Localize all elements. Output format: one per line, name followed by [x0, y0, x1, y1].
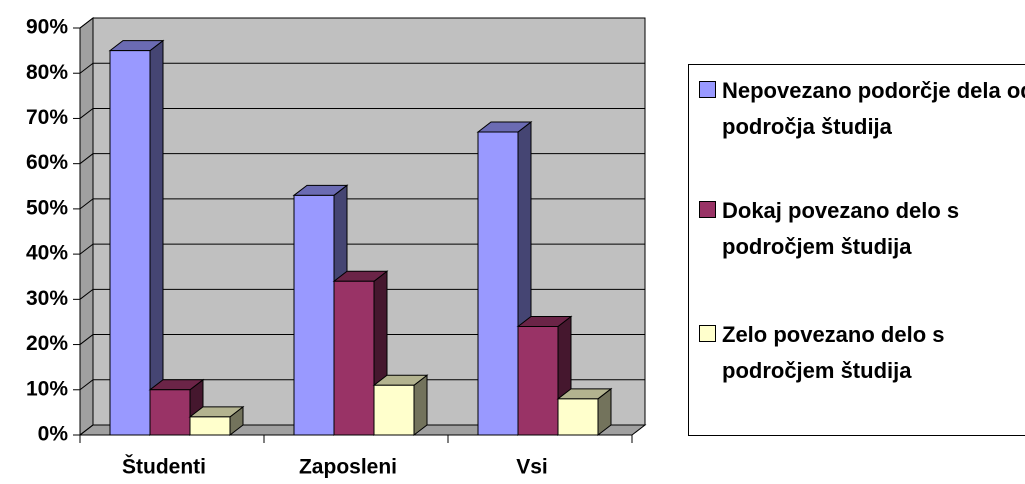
- grid-line: [79, 379, 645, 391]
- bar: [108, 39, 165, 437]
- bar: [372, 374, 429, 437]
- y-tick-label: 50%: [26, 196, 68, 219]
- y-tick-label: 90%: [26, 16, 68, 39]
- legend-swatch: [699, 81, 716, 98]
- x-tick-label: Zaposleni: [299, 456, 397, 479]
- grid-line: [79, 424, 645, 436]
- legend-entry: Nepovezano podorčje dela od področja štu…: [699, 73, 1025, 145]
- legend-label: Nepovezano podorčje dela od področja štu…: [722, 78, 1025, 139]
- legend-swatch: [699, 201, 716, 218]
- x-tick-label: Študenti: [122, 455, 206, 479]
- bar: [188, 405, 245, 437]
- grid-line: [79, 243, 645, 255]
- y-tick-label: 40%: [26, 242, 68, 265]
- y-tick-label: 80%: [26, 61, 68, 84]
- bar-front: [373, 384, 415, 436]
- legend-label: Dokaj povezano delo s področjem študija: [722, 198, 960, 259]
- y-tick-label: 0%: [38, 423, 69, 446]
- y-tick-label: 10%: [26, 377, 68, 400]
- bar-front: [109, 50, 151, 436]
- legend-entry: Dokaj povezano delo s področjem študija: [699, 193, 1025, 265]
- bar-front: [333, 280, 375, 436]
- grid-line: [79, 17, 645, 29]
- legend-label: Zelo povezano delo s področjem študija: [722, 322, 945, 383]
- y-tick-label: 20%: [26, 332, 68, 355]
- bar-front: [477, 131, 519, 436]
- y-tick-label: 70%: [26, 106, 68, 129]
- grid-line: [79, 107, 645, 119]
- bar-front: [293, 194, 335, 436]
- bar-front: [517, 325, 559, 436]
- grid-line: [79, 198, 645, 210]
- grid-line: [79, 153, 645, 165]
- side-wall: [79, 16, 94, 437]
- bar-front: [149, 389, 191, 436]
- x-tick-label: Vsi: [516, 456, 548, 479]
- bar: [556, 387, 613, 437]
- grid-line: [79, 62, 645, 74]
- y-tick-label: 30%: [26, 287, 68, 310]
- bar-front: [557, 398, 599, 436]
- grid-line: [79, 334, 645, 345]
- legend-entry: Zelo povezano delo s področjem študija: [699, 317, 1025, 389]
- legend-swatch: [699, 325, 716, 342]
- bar-side: [149, 39, 164, 437]
- grid-line: [79, 288, 645, 300]
- bar-front: [189, 416, 231, 436]
- y-tick-label: 60%: [26, 151, 68, 174]
- legend: Nepovezano podorčje dela od področja štu…: [688, 64, 1025, 436]
